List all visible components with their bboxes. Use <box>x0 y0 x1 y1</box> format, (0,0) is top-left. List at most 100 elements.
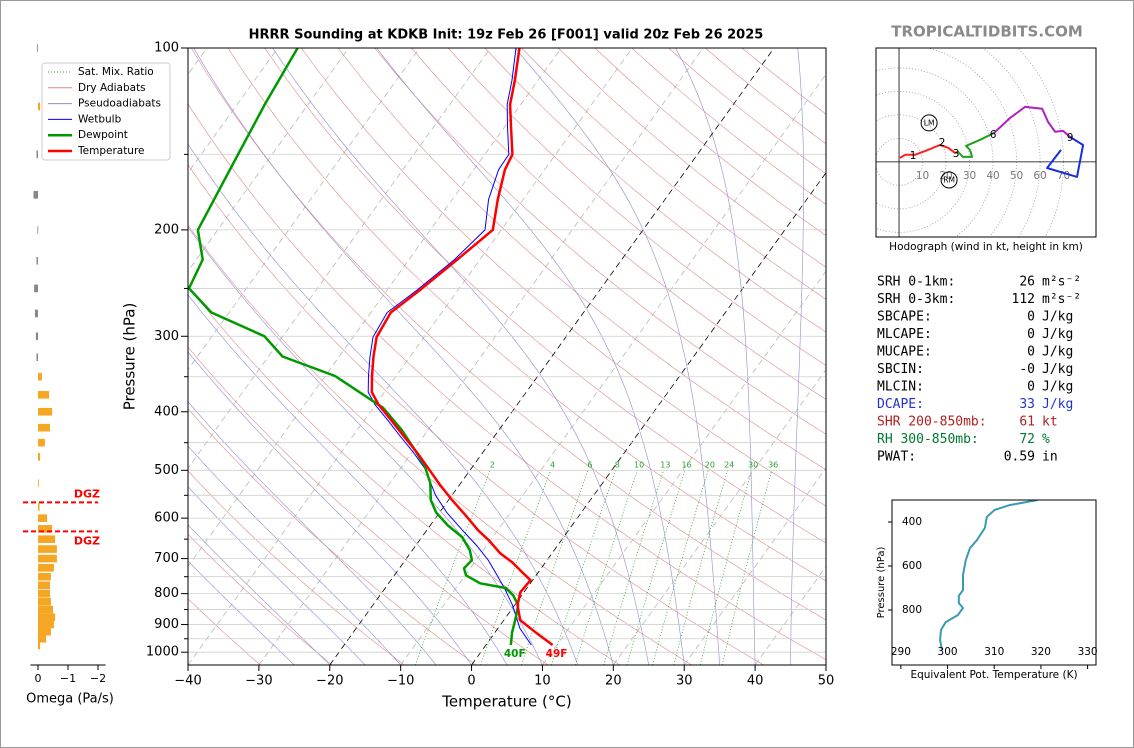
omega-bar <box>35 309 38 318</box>
isotherm <box>188 48 562 568</box>
omega-bar <box>38 581 50 590</box>
stat-unit: J/kg <box>1042 345 1073 360</box>
pseudoadiabat <box>790 48 804 665</box>
omega-bar <box>34 284 38 293</box>
pseudoadiabat <box>188 486 366 665</box>
mixing-ratio-label: 10 <box>634 461 644 470</box>
x-tick-label: 290 <box>891 646 911 658</box>
ring-label: 20 <box>939 170 952 182</box>
omega-bar <box>38 479 39 487</box>
y-tick-label: 800 <box>154 586 179 601</box>
omega-bar <box>35 332 38 341</box>
omega-bar <box>38 503 40 511</box>
storm-motion-marker <box>940 171 958 189</box>
y-tick-label: 300 <box>154 329 179 344</box>
dry-adiabat <box>264 48 826 544</box>
omega-bar <box>38 564 54 572</box>
stat-unit: J/kg <box>1042 397 1073 412</box>
pseudoadiabat <box>376 48 685 665</box>
surface-label: 40F <box>504 648 526 660</box>
legend-label: Temperature <box>77 145 145 157</box>
theta-e-frame <box>891 499 1097 666</box>
x-tick-label: −10 <box>387 674 414 689</box>
omega-bar <box>38 597 51 606</box>
height-label: 9 <box>1067 132 1074 144</box>
dry-adiabat <box>484 48 826 333</box>
dry-adiabat <box>188 408 477 665</box>
y-axis-label: Pressure (hPa) <box>876 547 887 619</box>
omega-bar <box>37 44 38 52</box>
highlight-isotherm <box>471 172 826 665</box>
hodograph-line <box>957 132 995 158</box>
isotherm <box>188 48 420 371</box>
legend-box <box>41 62 171 161</box>
isotherm <box>542 270 826 665</box>
omega-bar <box>38 453 41 461</box>
y-tick-label: 700 <box>154 551 179 566</box>
y-tick-label: 600 <box>154 511 179 526</box>
pseudoadiabat <box>188 351 472 665</box>
legend-label: Sat. Mix. Ratio <box>78 66 154 78</box>
stat-unit: J/kg <box>1042 327 1073 342</box>
stat-unit: J/kg <box>1042 380 1073 395</box>
hodograph-caption: Hodograph (wind in kt, height in km) <box>889 241 1083 253</box>
stat-value: 33 <box>1019 397 1035 412</box>
omega-bar <box>38 438 45 447</box>
omega-bar <box>37 226 39 234</box>
omega-bar <box>36 353 38 362</box>
omega-bar <box>38 535 56 543</box>
legend-label: Wetbulb <box>78 113 122 125</box>
ring-label: 10 <box>916 170 929 182</box>
chart-title: HRRR Sounding at KDKB Init: 19z Feb 26 [… <box>249 28 764 43</box>
legend-label: Dry Adiabats <box>78 82 146 94</box>
height-label: 1 <box>910 150 917 162</box>
plot-frame <box>187 47 827 666</box>
profile-line <box>367 48 532 646</box>
stat-label: MUCAPE: <box>877 345 932 360</box>
legend-label: Dewpoint <box>78 129 128 141</box>
x-tick-label: −40 <box>174 674 201 689</box>
y-tick-label: 500 <box>154 463 179 478</box>
dry-adiabat <box>190 48 826 621</box>
stat-unit: J/kg <box>1042 310 1073 325</box>
profile-line <box>370 48 554 647</box>
dry-adiabat <box>337 48 826 470</box>
omega-bar <box>38 627 51 636</box>
pseudoadiabat <box>675 48 756 665</box>
omega-bar <box>38 407 53 416</box>
height-label: 6 <box>990 129 997 141</box>
isotherm <box>188 48 279 174</box>
y-tick-label: 100 <box>154 41 179 56</box>
omega-bar <box>36 256 38 265</box>
x-tick-label: 330 <box>1078 646 1098 658</box>
x-tick-label: 0 <box>35 672 42 685</box>
hodograph-line <box>1046 136 1085 178</box>
pseudoadiabat <box>514 48 720 665</box>
isotherm <box>188 48 491 469</box>
dry-adiabat <box>227 48 826 582</box>
stat-value: 72 <box>1019 432 1035 447</box>
pseudoadiabat <box>188 226 543 665</box>
surface-label: 49F <box>546 648 568 660</box>
mixing-ratio-label: 16 <box>681 461 691 470</box>
pseudoadiabat <box>188 143 579 665</box>
skew-plot-area <box>188 48 826 665</box>
ring-label: 60 <box>1033 170 1046 182</box>
stat-value: 0 <box>1027 380 1035 395</box>
dry-adiabat <box>188 470 405 665</box>
mixing-ratio-line <box>480 470 551 665</box>
isotherm <box>400 73 826 665</box>
y-tick-label: 200 <box>154 222 179 237</box>
stat-value: 61 <box>1019 415 1035 430</box>
omega-bar <box>38 641 41 650</box>
stat-unit: kt <box>1042 415 1058 430</box>
stat-label: SHR 200-850mb: <box>877 415 987 430</box>
height-label: 3 <box>953 148 960 160</box>
stat-label: MLCAPE: <box>877 327 932 342</box>
pseudoadiabat <box>272 48 650 665</box>
stat-label: SRH 0-1km: <box>877 275 955 290</box>
omega-bar <box>38 589 50 598</box>
omega-bar <box>38 514 47 522</box>
